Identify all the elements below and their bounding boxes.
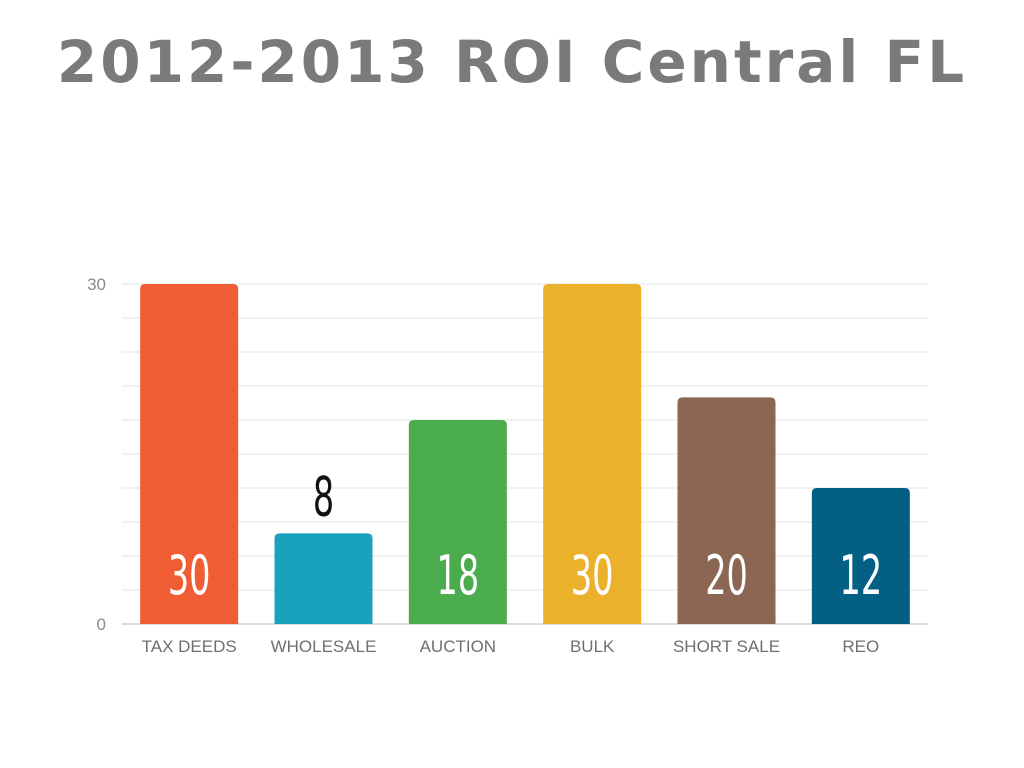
data-label: 30 — [168, 544, 211, 608]
data-label: 18 — [437, 544, 480, 608]
bar-reo — [811, 488, 910, 624]
data-label: 20 — [705, 544, 748, 608]
bar-tax-deeds — [140, 284, 239, 624]
category-label: TAX DEEDS — [142, 637, 237, 656]
category-label: AUCTION — [420, 637, 497, 656]
category-label: BULK — [570, 637, 615, 656]
data-label: 8 — [313, 465, 334, 529]
data-label: 30 — [571, 544, 614, 608]
bar-short-sale — [677, 397, 776, 624]
bar-auction — [408, 420, 507, 624]
data-label: 12 — [840, 544, 883, 608]
y-tick-label: 0 — [97, 615, 106, 634]
category-label: REO — [842, 637, 879, 656]
y-tick-label: 30 — [87, 275, 106, 294]
category-label: SHORT SALE — [673, 637, 780, 656]
category-label: WHOLESALE — [271, 637, 377, 656]
bar-wholesale — [274, 533, 373, 624]
bar-bulk — [543, 284, 642, 624]
chart-title: 2012-2013 ROI Central FL — [56, 28, 968, 96]
